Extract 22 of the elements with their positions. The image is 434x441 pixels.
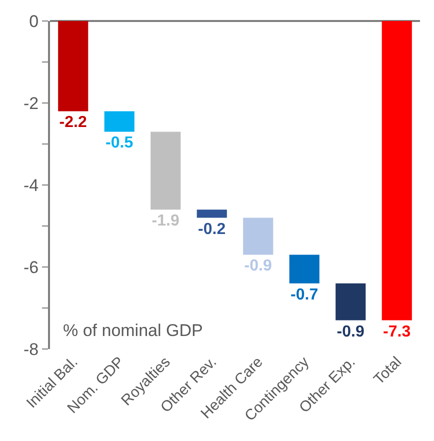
annotation: % of nominal GDP xyxy=(63,321,203,340)
y-tick-label: -8 xyxy=(23,340,39,359)
data-label: -0.7 xyxy=(290,286,318,304)
bar xyxy=(58,21,88,112)
y-tick-label: 0 xyxy=(29,12,39,31)
bar xyxy=(289,254,320,284)
bar xyxy=(150,132,181,210)
bar xyxy=(104,111,134,132)
y-tick-label: -6 xyxy=(23,258,39,277)
bar xyxy=(196,210,227,218)
data-label: -0.5 xyxy=(106,134,134,152)
y-tick-label: -2 xyxy=(23,94,39,113)
data-label: -0.9 xyxy=(244,258,272,275)
data-label: -7.3 xyxy=(383,323,411,340)
bar xyxy=(243,218,274,255)
data-label: -0.2 xyxy=(198,220,226,238)
y-tick-label: -4 xyxy=(23,176,39,195)
bar xyxy=(336,283,366,320)
data-label: -0.9 xyxy=(336,323,364,340)
data-label: -1.9 xyxy=(152,212,180,230)
data-label: -2.2 xyxy=(59,114,87,132)
bar xyxy=(382,21,412,320)
